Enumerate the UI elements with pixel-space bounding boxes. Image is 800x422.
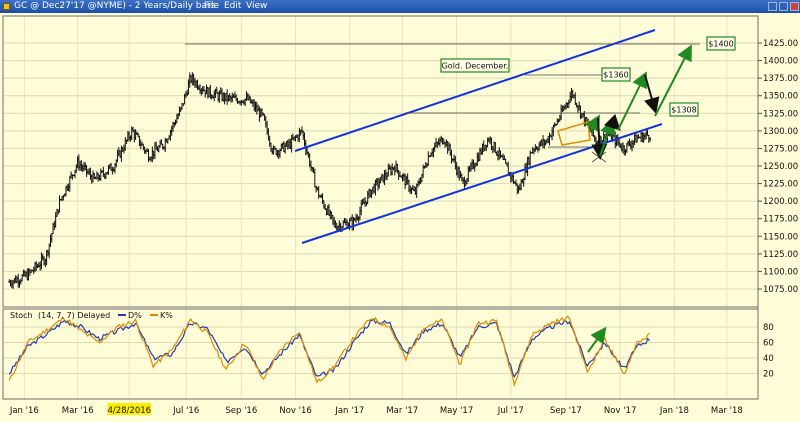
- projection-arrow: [654, 44, 692, 117]
- time-tick-label: Mar '18: [711, 406, 743, 416]
- stoch-tick-label: 40: [763, 354, 774, 364]
- title-bar: GC @ Dec27'17 @NYME) - 2 Years/Daily bar…: [0, 0, 800, 13]
- time-tick-label: Mar '17: [386, 406, 418, 416]
- price-tick-label: 1375.00: [763, 74, 798, 84]
- projection-arrow: [617, 71, 647, 131]
- annotation-label: $1400: [708, 40, 733, 49]
- maximize-icon[interactable]: [779, 2, 788, 11]
- price-tick-label: 1275.00: [763, 144, 798, 154]
- annotation-box: [706, 36, 736, 51]
- app-icon: [3, 3, 10, 10]
- menu-view[interactable]: View: [246, 1, 268, 11]
- price-tick-label: 1125.00: [763, 250, 798, 260]
- stoch-title: Stoch: [10, 311, 33, 320]
- menu-file[interactable]: File: [204, 1, 220, 11]
- price-tick-label: 1350.00: [763, 92, 798, 102]
- price-tick-label: 1300.00: [763, 127, 798, 137]
- legend-label: K%: [160, 311, 173, 320]
- time-tick-label: Sep '16: [225, 406, 257, 416]
- price-tick-label: 1400.00: [763, 57, 798, 67]
- time-tick-label: Jan '17: [334, 406, 364, 416]
- time-tick-label: 4/28/2016: [107, 406, 151, 416]
- projection-arrow: [585, 114, 600, 133]
- price-tick-label: 1225.00: [763, 180, 798, 190]
- projection-arrow: [591, 117, 608, 160]
- stoch-arrow: [587, 326, 607, 353]
- window-title: GC @ Dec27'17 @NYME) - 2 Years/Daily bar…: [14, 1, 216, 11]
- price-tick-label: 1150.00: [763, 232, 798, 242]
- price-tick-label: 1175.00: [763, 215, 798, 225]
- projection-arrow: [644, 74, 660, 114]
- highlighted-date-box: [107, 403, 152, 415]
- price-tick-label: 1425.00: [763, 39, 798, 49]
- stoch-tick-label: 20: [763, 370, 774, 380]
- stoch-params: (14, 7, 7) Delayed: [38, 311, 110, 320]
- price-tick-label: 1325.00: [763, 109, 798, 119]
- stoch-line-k: [8, 315, 650, 388]
- annotation-label: $1308: [671, 106, 696, 115]
- annotation-box: [601, 67, 631, 82]
- annotation-box: [440, 58, 510, 73]
- pennant-pattern: [557, 121, 591, 146]
- price-tick-label: 1100.00: [763, 267, 798, 277]
- projection-arrow: [603, 113, 621, 131]
- time-tick-label: Nov '16: [279, 406, 311, 416]
- menu-edit[interactable]: Edit: [224, 1, 242, 11]
- annotation-label: Gold. December.: [442, 62, 509, 71]
- price-tick-label: 1075.00: [763, 285, 798, 295]
- stoch-tick-label: 60: [763, 339, 774, 349]
- time-tick-label: Jul '17: [497, 406, 524, 416]
- price-tick-label: 1200.00: [763, 197, 798, 207]
- time-tick-label: Nov '17: [604, 406, 636, 416]
- time-tick-label: Sep '17: [550, 406, 582, 416]
- upper-channel-line: [294, 29, 656, 152]
- time-tick-label: Mar '16: [62, 406, 94, 416]
- price-tick-label: 1250.00: [763, 162, 798, 172]
- time-tick-label: May '17: [440, 406, 473, 416]
- annotation-label: $1360: [603, 71, 628, 80]
- time-tick-label: Jul '16: [172, 406, 199, 416]
- time-tick-label: Jan '18: [659, 406, 689, 416]
- stoch-tick-label: 80: [763, 323, 774, 333]
- legend-label: D%: [128, 311, 142, 320]
- close-icon[interactable]: [790, 2, 799, 11]
- minimize-icon[interactable]: [768, 2, 777, 11]
- annotation-box: [669, 102, 699, 117]
- time-tick-label: Jan '16: [9, 406, 39, 416]
